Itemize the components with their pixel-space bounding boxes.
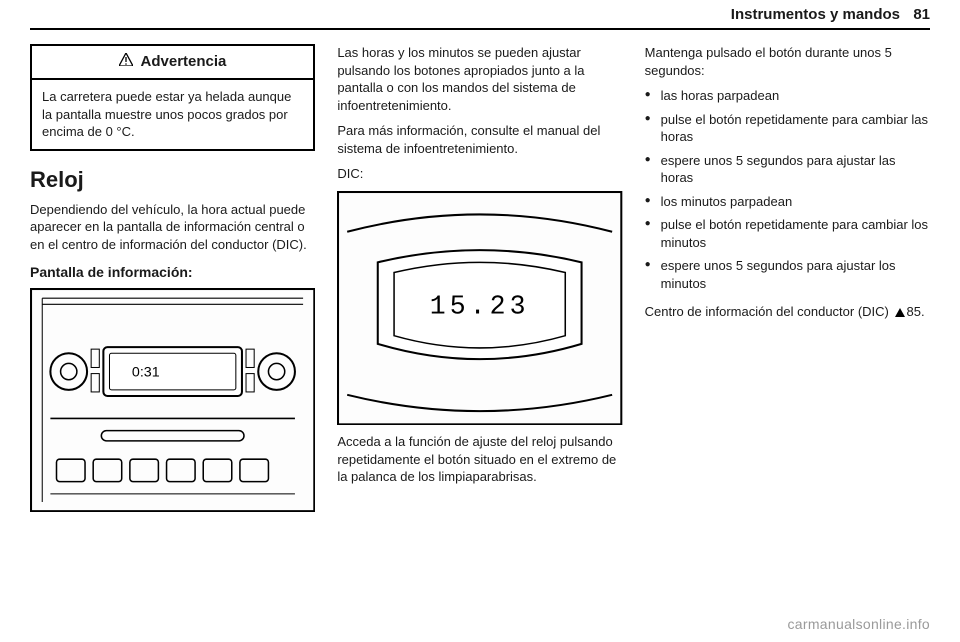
- page-number: 81: [913, 6, 930, 23]
- dic-display-text: 15.23: [430, 291, 530, 321]
- xref-link: 85.: [893, 304, 925, 319]
- column-2: Las horas y los minutos se pueden ajusta…: [337, 44, 622, 602]
- warning-box: Advertencia La carretera puede estar ya …: [30, 44, 315, 151]
- warning-body: La carretera puede estar ya helada aunqu…: [32, 80, 313, 149]
- footer-watermark: carmanualsonline.info: [788, 616, 931, 632]
- column-3: Mantenga pulsado el botón durante unos 5…: [645, 44, 930, 602]
- page: Instrumentos y mandos 81 Advertencia La …: [0, 0, 960, 642]
- steps-list: las horas parpadean pulse el botón repet…: [645, 87, 930, 292]
- subhead-pantalla: Pantalla de información:: [30, 263, 315, 282]
- para-reloj-intro: Dependiendo del vehículo, la hora actual…: [30, 201, 315, 254]
- radio-illustration: 0:31: [30, 288, 315, 512]
- xref-page: 85.: [907, 304, 925, 319]
- para-more-info: Para más información, consulte el manual…: [337, 122, 622, 157]
- list-item: pulse el botón repetidamente para cambia…: [645, 216, 930, 251]
- list-item: espere unos 5 segundos para ajustar los …: [645, 257, 930, 292]
- para-dic-xref: Centro de información del conductor (DIC…: [645, 303, 930, 321]
- list-item: espere unos 5 segundos para ajustar las …: [645, 152, 930, 187]
- list-item: pulse el botón repetidamente para cambia…: [645, 111, 930, 146]
- list-item: las horas parpadean: [645, 87, 930, 105]
- section-title-reloj: Reloj: [30, 165, 315, 195]
- column-1: Advertencia La carretera puede estar ya …: [30, 44, 315, 602]
- header-rule: [30, 28, 930, 30]
- header-title: Instrumentos y mandos: [731, 6, 900, 23]
- warning-triangle-icon: [119, 52, 133, 71]
- radio-display-text: 0:31: [132, 365, 160, 381]
- xref-text: Centro de información del conductor (DIC…: [645, 304, 889, 319]
- para-adjust-time: Las horas y los minutos se pueden ajusta…: [337, 44, 622, 114]
- para-access-clock: Acceda a la función de ajuste del reloj …: [337, 433, 622, 486]
- warning-title: Advertencia: [141, 53, 227, 70]
- xref-triangle-icon: [895, 308, 905, 317]
- warning-header: Advertencia: [32, 46, 313, 80]
- dic-label: DIC:: [337, 165, 622, 183]
- list-item: los minutos parpadean: [645, 193, 930, 211]
- columns: Advertencia La carretera puede estar ya …: [30, 44, 930, 602]
- para-hold-button: Mantenga pulsado el botón durante unos 5…: [645, 44, 930, 79]
- dic-illustration: 15.23: [337, 191, 622, 425]
